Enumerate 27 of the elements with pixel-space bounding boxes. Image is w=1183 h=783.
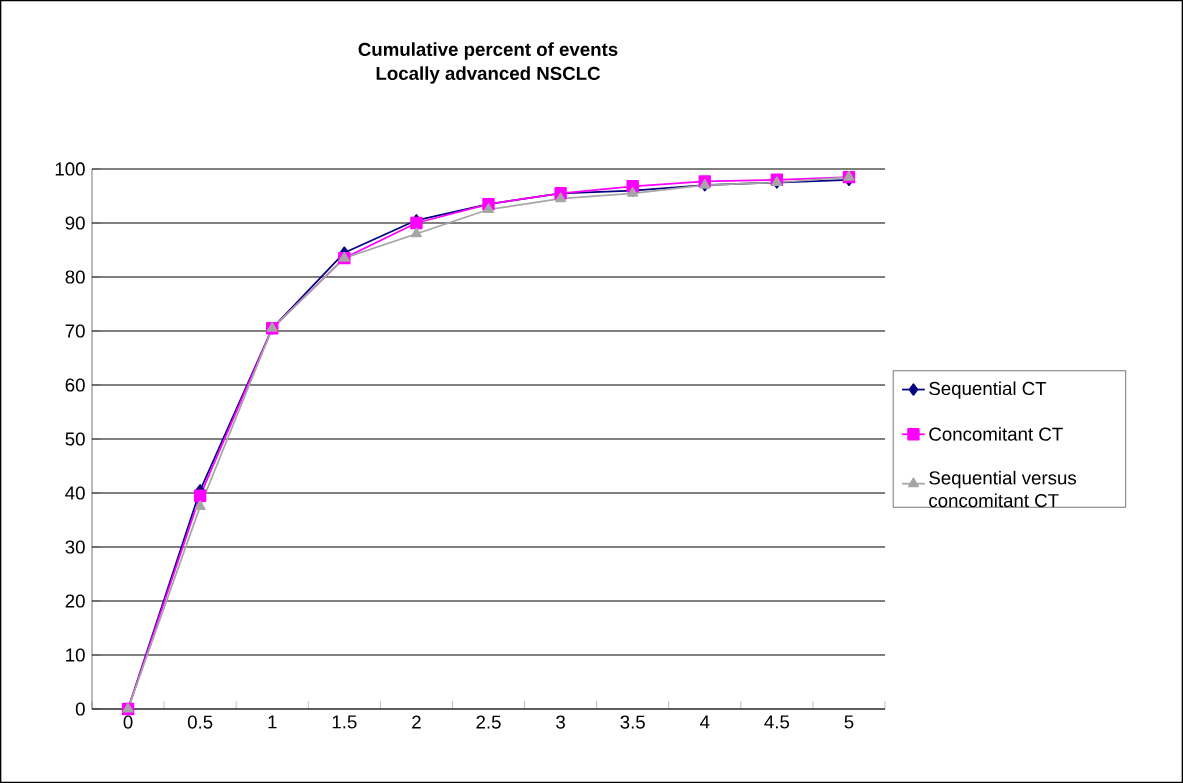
x-tick-label: 4.5 [764,715,790,729]
x-tick-label: 0 [123,715,133,729]
y-tick-label: 10 [66,648,85,662]
x-tick-label: 5 [844,715,854,729]
x-tick-label: 2 [412,715,421,729]
x-tick-label: 0.5 [187,715,213,729]
x-tick-label: 1 [268,715,277,729]
x-tick-label: 2.5 [476,715,501,729]
y-tick-label: 40 [65,486,85,500]
legend-label: Sequential CT [929,381,1047,399]
y-tick-label: 70 [65,324,85,338]
x-tick-label: 3.5 [620,715,645,729]
y-tick-label: 80 [65,270,85,284]
y-tick-label: 100 [55,162,85,176]
y-tick-label: 20 [65,594,85,608]
legend-label: Sequential versus concomitant CT [929,470,1077,508]
x-tick-label: 1.5 [332,715,357,729]
x-tick-label: 3 [556,715,565,729]
y-tick-label: 0 [75,702,85,716]
x-tick-label: 4 [700,715,710,729]
chart-subtitle: Locally advanced NSCLC [376,66,601,84]
y-tick-label: 50 [65,432,85,446]
y-tick-label: 60 [65,378,85,392]
legend-label: Concomitant CT [929,427,1063,441]
y-tick-label: 90 [65,216,85,230]
y-tick-label: 30 [65,540,85,554]
chart-title: Cumulative percent of events [358,42,618,60]
